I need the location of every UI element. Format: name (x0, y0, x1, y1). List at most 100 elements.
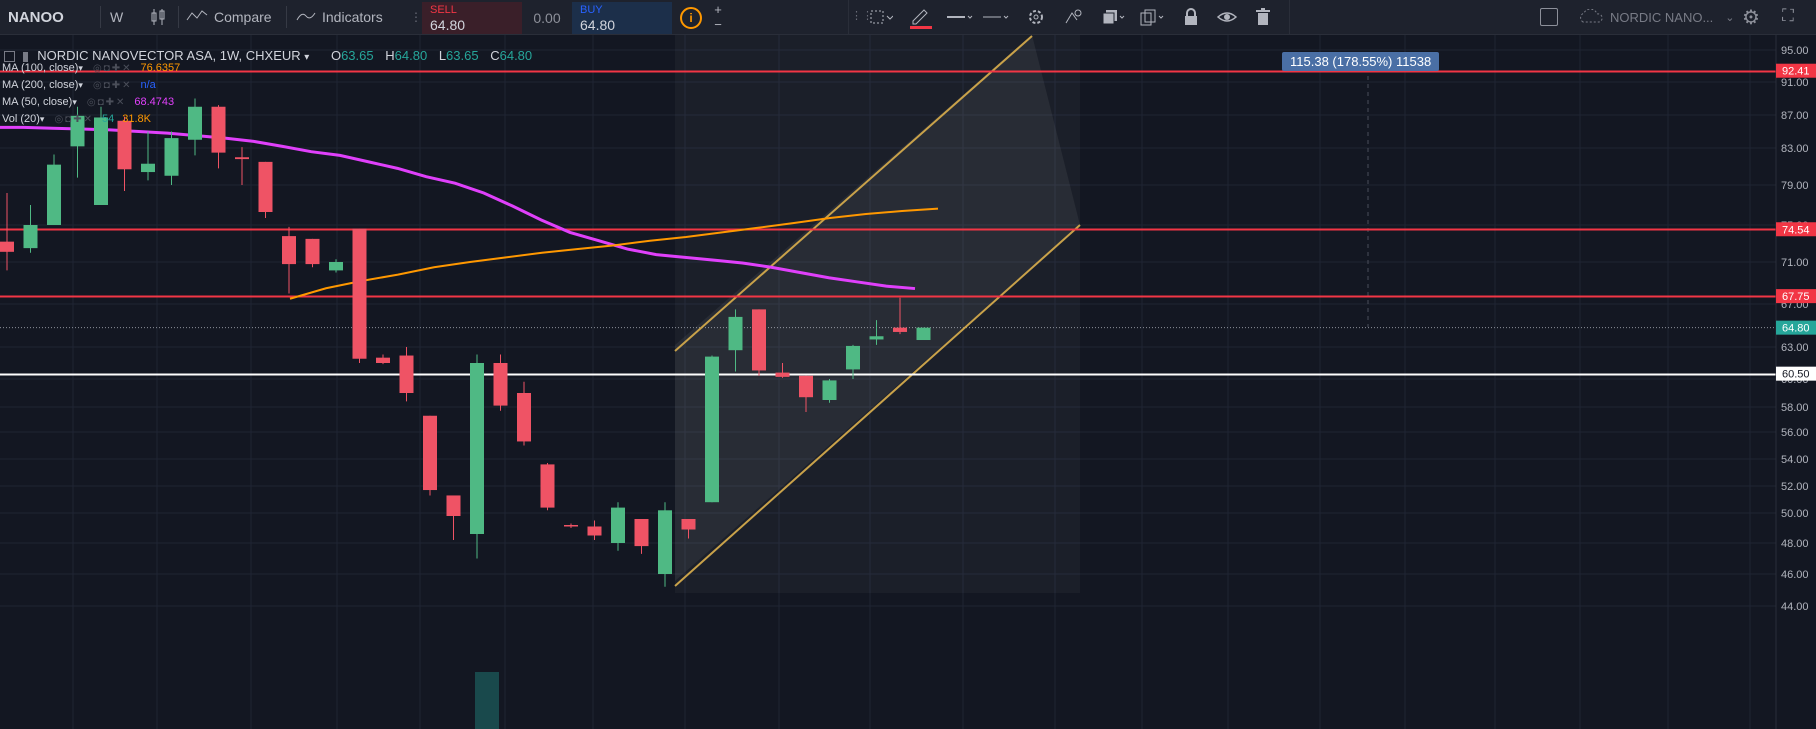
high-value: 64.80 (394, 48, 428, 63)
candle-body (681, 519, 696, 530)
fullscreen-icon[interactable]: ⛶ (1782, 6, 1794, 25)
symbol-search[interactable]: NANOO (8, 8, 64, 26)
candle (329, 259, 343, 273)
indicator-buttons[interactable]: ◎◘✚✕ (86, 96, 127, 108)
price-tick-label: 46.00 (1781, 569, 1809, 581)
ohlc-values: O63.65 H64.80 L63.65 C64.80 (330, 48, 533, 63)
minus-icon[interactable]: − (714, 17, 722, 32)
price-tick-label: 83.00 (1781, 143, 1809, 155)
candle-body (164, 138, 179, 176)
candle (258, 161, 273, 218)
lock-icon[interactable] (1183, 8, 1199, 30)
candle-body (799, 375, 813, 398)
candle-body (446, 495, 461, 516)
legend-title[interactable]: NORDIC NANOVECTOR ASA, 1W, CHXEUR (37, 48, 301, 63)
indicator-label: MA (200, close) (2, 79, 79, 91)
candle (446, 495, 461, 540)
candle (822, 379, 837, 403)
plus-icon[interactable]: + (714, 2, 722, 17)
candle-body (211, 106, 226, 153)
layers-icon[interactable] (1101, 8, 1125, 30)
price-tick-label: 54.00 (1781, 454, 1809, 466)
eye-icon[interactable] (1216, 8, 1238, 30)
candle (540, 463, 555, 511)
settings-icon[interactable] (1027, 8, 1045, 30)
candle-body (728, 316, 743, 351)
chevron-down-icon[interactable]: ▾ (304, 52, 310, 63)
symbol-select[interactable]: NORDIC NANO... ⌄ (1578, 0, 1735, 34)
chevron-down-icon: ⌄ (1725, 11, 1735, 24)
candle-body (775, 372, 790, 377)
price-label: 67.75 (1782, 291, 1810, 303)
candle (0, 193, 14, 271)
candle (399, 347, 414, 402)
legend-collapse-icon[interactable] (4, 51, 15, 63)
indicator-label: Vol (20) (2, 113, 40, 125)
indicator-value: 54 (101, 113, 115, 125)
candle-body (305, 238, 320, 265)
candle (634, 519, 649, 554)
candle-body (47, 164, 61, 225)
interval-button[interactable]: W (110, 9, 124, 25)
candle (305, 238, 320, 268)
candle-body (70, 115, 85, 147)
candle-body (705, 356, 719, 503)
indicator-buttons[interactable]: ◎◘✚✕ (92, 79, 133, 91)
copy-icon[interactable] (1139, 8, 1165, 30)
low-value: 63.65 (446, 48, 479, 63)
candle-body (658, 510, 672, 574)
price-label-bg (1776, 320, 1816, 335)
candle (188, 98, 202, 156)
price-tick-label: 95.00 (1781, 45, 1809, 57)
candle-body (188, 106, 202, 140)
indicator-ma100[interactable]: MA (100, close) ▾ ◎◘✚✕ 76.6357 (2, 62, 181, 74)
candle (775, 363, 790, 378)
price-label: 60.50 (1782, 369, 1810, 381)
gear-icon[interactable]: ⚙ (1742, 7, 1760, 29)
candle-body (517, 393, 531, 442)
candle-body (470, 363, 484, 534)
indicator-ma200[interactable]: MA (200, close) ▾ ◎◘✚✕ n/a (2, 79, 156, 91)
trash-icon[interactable] (1255, 8, 1271, 30)
price-tick-label: 87.00 (1781, 110, 1809, 122)
line-width-icon[interactable] (981, 8, 1011, 30)
indicator-volume[interactable]: Vol (20) ▾ ◎◘✚✕ 54 31.8K (2, 113, 151, 125)
indicator-buttons[interactable]: ◎◘✚✕ (54, 113, 94, 125)
candle (705, 355, 719, 503)
chart-grid (0, 35, 1776, 729)
candle (893, 297, 907, 335)
price-chart[interactable]: 95.0091.0087.0083.0079.0075.0071.0067.00… (0, 35, 1816, 729)
buy-button[interactable]: BUY 64.80 (572, 2, 672, 34)
clone-icon[interactable] (1063, 8, 1083, 30)
crosshair-icon[interactable] (869, 8, 894, 30)
price-tick-label: 91.00 (1781, 77, 1809, 89)
price-tick-label: 44.00 (1781, 601, 1809, 613)
drag-handle-icon[interactable]: ⋮⋮ (851, 10, 873, 22)
candles-icon[interactable] (150, 0, 166, 34)
layout-icon[interactable] (1540, 8, 1558, 26)
candle (916, 327, 931, 341)
candle-body (822, 380, 837, 400)
line-style-icon[interactable] (945, 8, 975, 30)
candle (681, 519, 696, 539)
candle-body (611, 507, 625, 543)
candle (587, 520, 602, 540)
candle (282, 226, 296, 294)
candle (728, 309, 743, 372)
indicator-ma50[interactable]: MA (50, close) ▾ ◎◘✚✕ 68.4743 (2, 96, 175, 108)
candle-body (634, 519, 649, 547)
candle (517, 381, 531, 446)
indicators-button[interactable]: Indicators (296, 0, 383, 34)
sell-button[interactable]: SELL 64.80 (422, 2, 522, 34)
candle (117, 116, 132, 191)
pencil-icon[interactable] (909, 4, 933, 34)
price-label-bg (1776, 289, 1816, 304)
channel-fill (675, 35, 1080, 581)
indicator-label: MA (50, close) (2, 96, 73, 108)
candles (0, 98, 931, 587)
info-icon[interactable]: i (680, 7, 702, 29)
close-value: 64.80 (499, 48, 533, 63)
compare-button[interactable]: Compare (186, 0, 272, 34)
indicator-buttons[interactable]: ◎◘✚✕ (92, 62, 133, 74)
indicator-value: 68.4743 (134, 96, 175, 108)
